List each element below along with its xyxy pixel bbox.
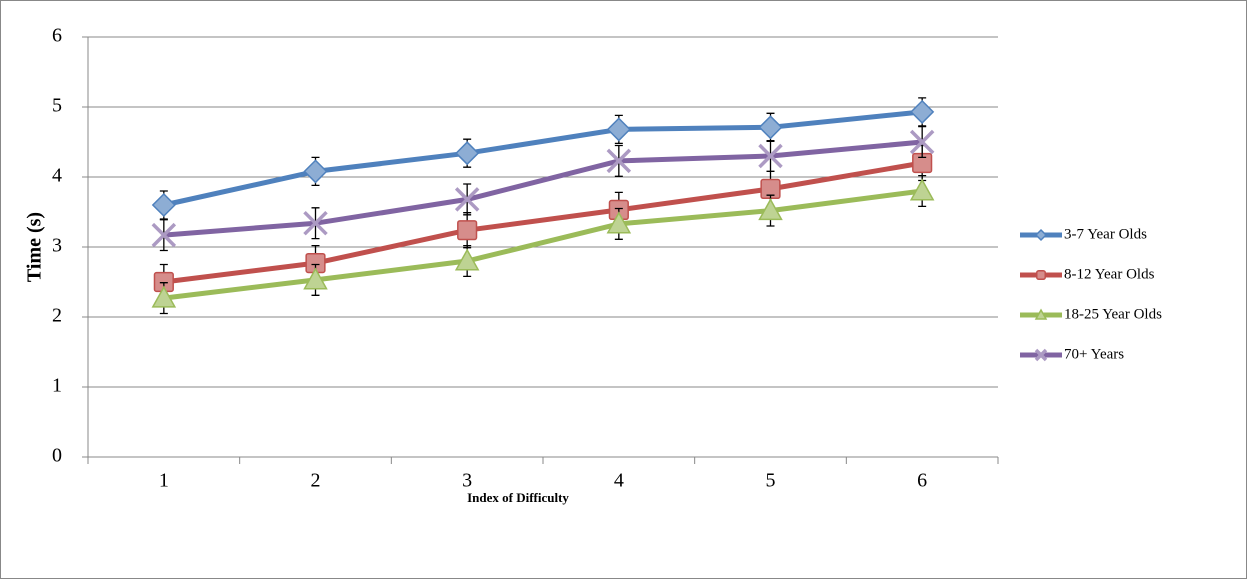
- data-point: [606, 148, 632, 174]
- y-tick-label: 4: [52, 165, 62, 187]
- x-tick-label: 3: [462, 470, 472, 492]
- y-axis-title: Time (s): [24, 212, 46, 282]
- series-line: [163, 109, 923, 208]
- x-tick-label: 2: [311, 470, 321, 492]
- data-point: [910, 99, 935, 124]
- data-point: [457, 220, 478, 241]
- data-point: [758, 143, 783, 169]
- data-point: [606, 211, 632, 234]
- series-line: [163, 188, 923, 301]
- y-tick-label: 2: [52, 305, 62, 327]
- legend-label: 18-25 Year Olds: [1064, 306, 1162, 322]
- x-axis-title: Index of Difficulty: [467, 490, 569, 505]
- y-tick-label: 6: [52, 25, 62, 47]
- data-point: [606, 117, 631, 142]
- legend-marker: [1034, 348, 1048, 362]
- data-point: [909, 129, 935, 155]
- data-point: [151, 285, 177, 308]
- x-tick-label: 5: [766, 470, 776, 492]
- x-tick-label: 6: [917, 470, 927, 492]
- data-point: [151, 192, 176, 218]
- legend-marker: [1036, 270, 1046, 280]
- data-point: [303, 267, 328, 290]
- legend-marker: [1034, 308, 1048, 320]
- legend-marker: [1034, 228, 1048, 242]
- legend-label: 70+ Years: [1064, 346, 1124, 362]
- x-tick-label: 4: [614, 470, 624, 492]
- y-tick-label: 0: [52, 445, 62, 467]
- data-point: [909, 178, 935, 201]
- y-tick-label: 5: [52, 95, 62, 117]
- legend-label: 3-7 Year Olds: [1064, 226, 1147, 242]
- data-point: [758, 115, 783, 140]
- data-point: [758, 198, 783, 221]
- data-point: [454, 187, 480, 212]
- y-tick-label: 3: [52, 235, 62, 257]
- legend-label: 8-12 Year Olds: [1064, 266, 1155, 282]
- data-point: [455, 141, 480, 166]
- y-tick-label: 1: [52, 375, 62, 397]
- x-tick-label: 1: [159, 470, 169, 492]
- data-point: [454, 248, 480, 271]
- data-point: [303, 159, 328, 184]
- data-point: [303, 210, 328, 236]
- data-point: [151, 222, 177, 248]
- series-line: [163, 139, 923, 238]
- series-line: [163, 160, 923, 285]
